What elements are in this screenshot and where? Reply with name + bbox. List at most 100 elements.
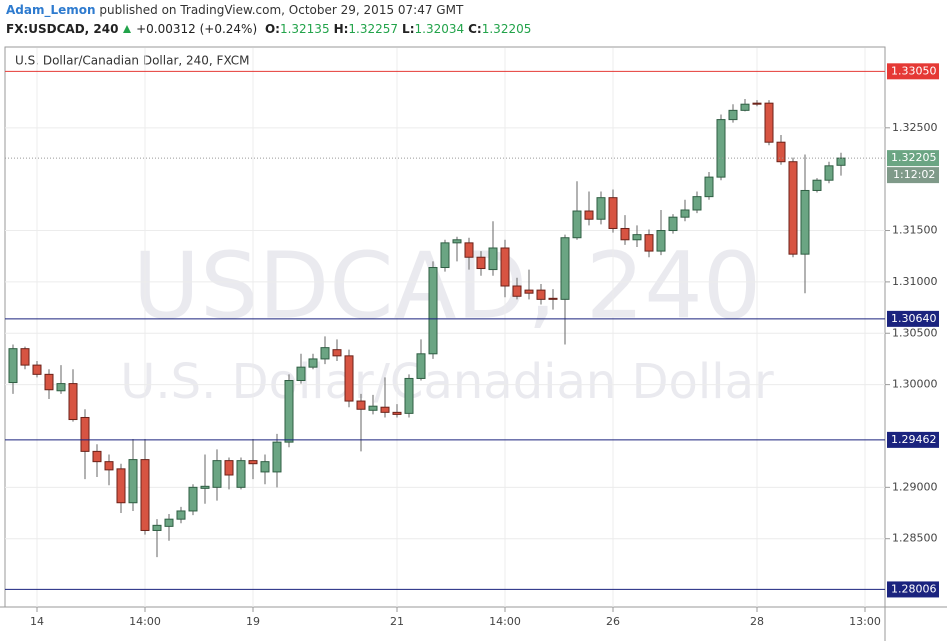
candle-body — [584, 210, 594, 220]
candle-body — [68, 383, 78, 421]
candle-body — [524, 289, 534, 294]
candle-body — [332, 349, 342, 357]
publish-line: Adam_Lemon published on TradingView.com,… — [6, 3, 463, 17]
candle-body — [32, 364, 42, 375]
candle-body — [224, 460, 234, 476]
level-tag — [887, 431, 939, 448]
candle-body — [92, 450, 102, 463]
x-tick-label: 13:00 — [849, 615, 881, 628]
candle-body — [164, 518, 174, 527]
countdown-tag — [887, 167, 939, 184]
candle-body — [20, 348, 30, 366]
quote-line: FX:USDCAD, 240 +0.00312 (+0.24%) O:1.321… — [6, 22, 531, 36]
candle-body — [560, 237, 570, 300]
candle-body — [656, 230, 666, 252]
candle-body — [188, 486, 198, 512]
candle-body — [296, 366, 306, 382]
candle-body — [800, 189, 810, 255]
symbol: FX:USDCAD, 240 — [6, 22, 119, 36]
candle-body — [308, 358, 318, 368]
candle-body — [692, 196, 702, 211]
candle-body — [380, 406, 390, 413]
candle-body — [596, 197, 606, 220]
candle-body — [464, 242, 474, 258]
y-tick-label: 1.31500 — [892, 224, 938, 237]
ohlc-value: 1.32034 — [414, 22, 465, 36]
x-tick-label: 21 — [390, 615, 404, 628]
x-tick-label: 26 — [606, 615, 620, 628]
ohlc-value: 1.32205 — [481, 22, 532, 36]
candle-body — [176, 510, 186, 520]
candle-body — [512, 285, 522, 297]
candle-body — [776, 141, 786, 163]
candle-body — [812, 179, 822, 191]
candle-body — [680, 209, 690, 218]
candle-body — [548, 297, 558, 300]
candle-body — [716, 119, 726, 178]
candle-body — [704, 176, 714, 198]
candle-body — [260, 461, 270, 473]
candle-body — [740, 103, 750, 111]
level-tag — [887, 581, 939, 598]
x-tick-label: 14 — [30, 615, 44, 628]
y-tick-label: 1.30500 — [892, 326, 938, 339]
candle-body — [452, 239, 462, 244]
x-tick-label: 14:00 — [129, 615, 161, 628]
y-tick-label: 1.30000 — [892, 378, 938, 391]
x-tick-label: 19 — [246, 615, 260, 628]
ohlc: O:1.32135 H:1.32257 L:1.32034 C:1.32205 — [261, 22, 531, 36]
candle-body — [572, 210, 582, 239]
candle-body — [608, 197, 618, 229]
candle-body — [344, 355, 354, 402]
candle-body — [128, 459, 138, 504]
level-tag — [887, 310, 939, 327]
ohlc-value: 1.32135 — [279, 22, 330, 36]
candle-body — [140, 459, 150, 531]
candle-body — [428, 267, 438, 355]
candle-body — [476, 256, 486, 270]
candle-body — [644, 234, 654, 252]
candle-body — [368, 405, 378, 411]
countdown-label: 1:12:02 — [893, 168, 935, 181]
chart-title: U.S. Dollar/Canadian Dollar, 240, FXCM — [15, 54, 250, 68]
y-tick-label: 1.31000 — [892, 275, 938, 288]
y-tick-label: 1.29000 — [892, 480, 938, 493]
x-tick-label: 14:00 — [489, 615, 521, 628]
x-tick-label: 28 — [750, 615, 764, 628]
candle-body — [104, 461, 114, 471]
candle-body — [44, 373, 54, 391]
level-tag — [887, 63, 939, 80]
candle-body — [836, 157, 846, 166]
candle-body — [404, 377, 414, 414]
candle-body — [320, 347, 330, 360]
y-tick-label: 1.28500 — [892, 532, 938, 545]
candle-body — [728, 109, 738, 121]
candle-body — [8, 348, 18, 384]
candle-body — [236, 460, 246, 488]
candle-body — [152, 524, 162, 531]
ohlc-label: L: — [402, 22, 415, 36]
last-price-tag — [887, 150, 939, 167]
y-tick-label: 1.32500 — [892, 121, 938, 134]
candle-body — [536, 289, 546, 300]
candle-body — [116, 468, 126, 504]
candle-body — [56, 383, 66, 392]
candle-body — [788, 161, 798, 255]
level-label: 1.29462 — [891, 433, 937, 446]
candle-body — [764, 102, 774, 143]
candle-body — [440, 242, 450, 269]
author-link[interactable]: Adam_Lemon — [6, 3, 96, 17]
candle-body — [488, 247, 498, 271]
ohlc-label: O: — [264, 22, 280, 36]
up-arrow — [123, 25, 132, 33]
candle-body — [80, 416, 90, 452]
candle-body — [272, 441, 282, 473]
candle-body — [416, 353, 426, 379]
level-label: 1.28006 — [891, 582, 937, 595]
candle-body — [632, 234, 642, 241]
last-price-label: 1.32205 — [891, 151, 937, 164]
candle-body — [356, 400, 366, 410]
level-label: 1.33050 — [891, 64, 937, 77]
